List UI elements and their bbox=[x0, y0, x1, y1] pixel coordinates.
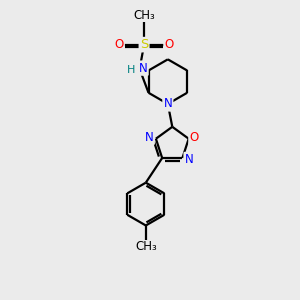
Text: N: N bbox=[139, 61, 148, 75]
Text: O: O bbox=[164, 38, 174, 51]
Text: N: N bbox=[145, 131, 154, 144]
Text: N: N bbox=[164, 98, 172, 110]
Text: CH₃: CH₃ bbox=[133, 9, 155, 22]
Text: O: O bbox=[189, 131, 199, 144]
Text: H: H bbox=[127, 65, 136, 75]
Text: S: S bbox=[140, 38, 148, 51]
Text: CH₃: CH₃ bbox=[135, 240, 157, 254]
Text: N: N bbox=[184, 153, 193, 166]
Text: O: O bbox=[115, 38, 124, 51]
